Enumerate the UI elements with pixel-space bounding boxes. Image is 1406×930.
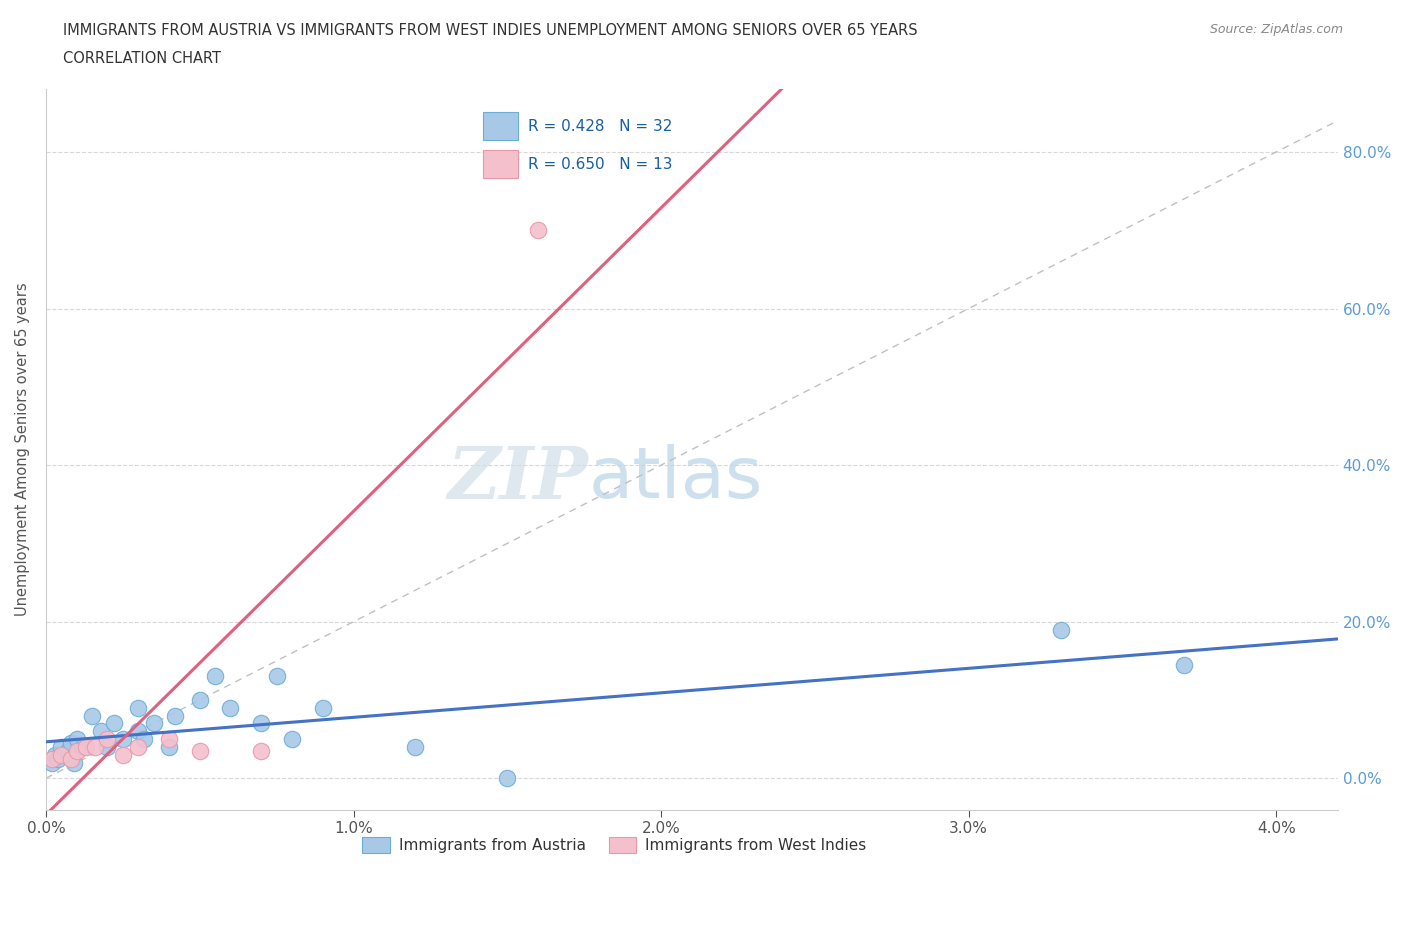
Point [53,748,76,763]
Point [157,732,180,747]
Point [90,724,112,738]
Point [1050,622,1073,637]
Point [96,732,118,747]
Point [56,743,79,758]
Point [41,751,63,766]
Text: ZIP: ZIP [447,443,589,513]
Point [84,739,107,754]
Point [219,700,242,715]
Point [142,716,165,731]
Point [75,739,97,754]
Point [62,755,84,770]
Point [111,732,134,747]
Point [281,732,304,747]
Point [59,736,82,751]
Point [157,739,180,754]
Point [266,669,288,684]
Point [72,739,94,754]
Point [96,739,118,754]
Point [44,748,66,763]
Point [41,755,63,770]
Point [51,739,73,754]
Point [1173,658,1195,672]
Point [66,743,89,758]
Point [127,700,149,715]
Point [165,708,187,723]
Point [82,708,104,723]
Text: Source: ZipAtlas.com: Source: ZipAtlas.com [1209,23,1343,36]
Point [127,739,149,754]
Point [46,751,69,766]
Point [127,724,149,738]
Point [51,748,73,763]
Point [496,771,519,786]
Legend: Immigrants from Austria, Immigrants from West Indies: Immigrants from Austria, Immigrants from… [356,831,873,859]
Point [111,748,134,763]
Point [404,739,426,754]
Point [103,716,125,731]
Text: atlas: atlas [589,444,763,512]
Point [134,732,156,747]
Text: IMMIGRANTS FROM AUSTRIA VS IMMIGRANTS FROM WEST INDIES UNEMPLOYMENT AMONG SENIOR: IMMIGRANTS FROM AUSTRIA VS IMMIGRANTS FR… [63,23,918,38]
Point [66,732,89,747]
Y-axis label: Unemployment Among Seniors over 65 years: Unemployment Among Seniors over 65 years [15,283,30,617]
Point [250,743,273,758]
Point [188,693,211,708]
Point [527,223,550,238]
Point [59,751,82,766]
Text: CORRELATION CHART: CORRELATION CHART [63,51,221,66]
Point [204,669,226,684]
Point [312,700,335,715]
Point [250,716,273,731]
Point [188,743,211,758]
